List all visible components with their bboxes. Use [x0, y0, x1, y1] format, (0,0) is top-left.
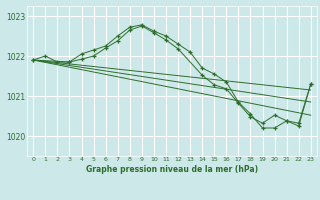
X-axis label: Graphe pression niveau de la mer (hPa): Graphe pression niveau de la mer (hPa) — [86, 165, 258, 174]
